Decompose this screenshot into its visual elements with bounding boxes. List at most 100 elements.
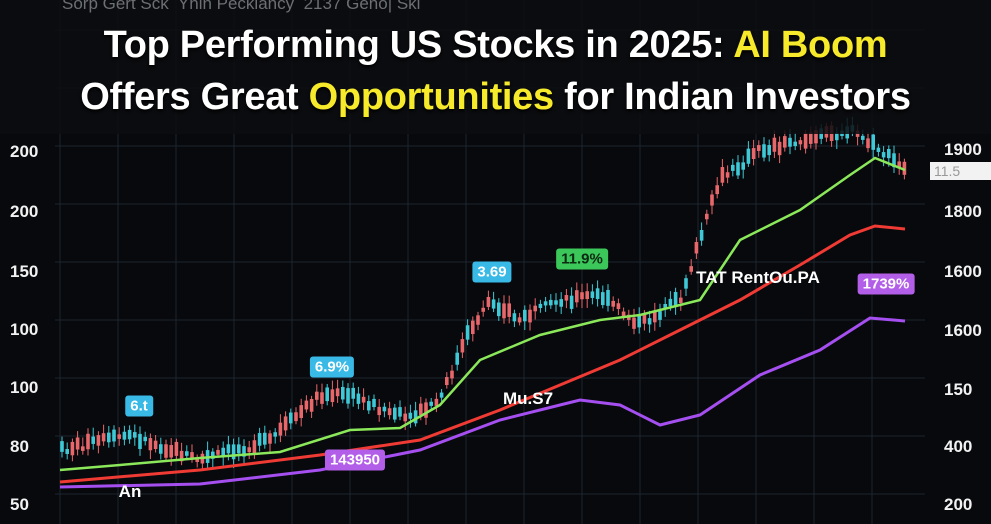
candle-body	[684, 278, 688, 289]
candle-body	[663, 303, 667, 309]
candle-body	[117, 434, 121, 439]
candle-body	[554, 300, 558, 305]
candle-body	[538, 303, 543, 308]
candle-body	[679, 297, 683, 304]
candle-body	[408, 412, 413, 419]
title-banner: Sorp Gert Sck Yhin Pecklancy 2137 Geno| …	[0, 0, 991, 134]
candle-body	[486, 296, 491, 307]
candle-body	[356, 393, 361, 404]
candle-body	[881, 152, 886, 158]
candle-body	[736, 162, 740, 176]
candle-body	[601, 292, 605, 306]
purple-moving-average	[59, 316, 906, 489]
candle-body	[543, 301, 548, 306]
left-axis-label: 150	[10, 262, 39, 281]
candle-body	[720, 167, 725, 183]
series-label: TAT RentOu.PA	[696, 268, 820, 287]
candle-body	[517, 317, 522, 323]
candle-body	[252, 440, 257, 454]
candle-body	[606, 289, 610, 306]
candle-body	[715, 185, 719, 195]
candle-body	[751, 148, 756, 159]
candle-body	[263, 432, 267, 445]
candle-body	[351, 387, 355, 399]
candle-body	[689, 266, 693, 272]
badge: 6.9%	[309, 356, 355, 378]
candle-body	[367, 401, 371, 411]
series-label: Mu.S7	[502, 389, 554, 408]
candle-body	[621, 311, 626, 317]
candle-body	[471, 320, 475, 335]
candle-body	[699, 229, 704, 241]
candle-body	[70, 441, 75, 456]
candle-body	[257, 433, 262, 446]
left-axis-label: 50	[10, 495, 29, 514]
title-text: Offers Great	[80, 76, 309, 118]
candle-body	[777, 141, 782, 156]
badge: 6.t	[125, 395, 153, 417]
candle-body	[164, 444, 168, 458]
candle-body	[460, 339, 465, 353]
candle-body	[91, 436, 95, 444]
candle-body	[559, 299, 563, 307]
candle-body	[195, 457, 199, 462]
candle-body	[502, 303, 506, 319]
right-axis-label: 400	[944, 437, 973, 456]
candle-body	[382, 406, 387, 412]
candle-body	[320, 392, 324, 404]
candle-body	[387, 408, 392, 416]
candle-body	[143, 436, 147, 442]
candle-body	[127, 429, 132, 440]
candle-body	[497, 302, 501, 317]
candle-body	[793, 141, 797, 147]
candle-body	[637, 315, 641, 328]
title-text: for Indian Investors	[553, 76, 911, 118]
candle-body	[512, 313, 517, 322]
left-axis-label: 200	[10, 142, 39, 161]
candle-body	[523, 309, 527, 322]
right-axis-label: 200	[944, 495, 973, 514]
candle-body	[788, 137, 792, 147]
candle-body	[585, 291, 589, 300]
badge: 1739%	[857, 273, 915, 295]
right-axis-label: 150	[944, 380, 973, 399]
candle-body	[772, 137, 777, 152]
title-line: Offers Great Opportunities for Indian In…	[0, 76, 991, 119]
candle-body	[148, 438, 153, 451]
candle-body	[86, 433, 90, 450]
candle-body	[122, 431, 127, 440]
candle-body	[887, 148, 891, 159]
candle-body	[330, 389, 335, 403]
candle-body	[861, 135, 865, 140]
candle-body	[299, 405, 303, 419]
candle-body	[653, 310, 657, 323]
candle-body	[393, 407, 397, 420]
right-axis-label: 1900	[944, 140, 982, 159]
series-label: An	[118, 482, 142, 501]
candle-body	[668, 298, 673, 307]
candle-body	[533, 305, 537, 312]
left-axis-label: 80	[10, 437, 29, 456]
candle-body	[803, 133, 808, 149]
candle-body	[96, 435, 101, 446]
candle-body	[580, 292, 584, 300]
candle-body	[897, 161, 901, 169]
candle-body	[278, 422, 283, 436]
candle-body	[237, 444, 241, 454]
candle-body	[710, 194, 714, 206]
badge: 143950	[324, 449, 386, 471]
candle-body	[491, 299, 496, 309]
candle-body	[107, 432, 111, 443]
right-axis-label: 1600	[944, 321, 982, 340]
candle-body	[226, 444, 231, 454]
candle-body	[81, 446, 85, 451]
candle-body	[159, 444, 163, 454]
candle-body	[575, 290, 579, 303]
candle-body	[169, 445, 173, 458]
candle-body	[647, 318, 652, 325]
candle-body	[60, 441, 64, 452]
candle-body	[694, 242, 699, 254]
candle-body	[757, 145, 761, 151]
badge: 3.69	[472, 261, 512, 283]
